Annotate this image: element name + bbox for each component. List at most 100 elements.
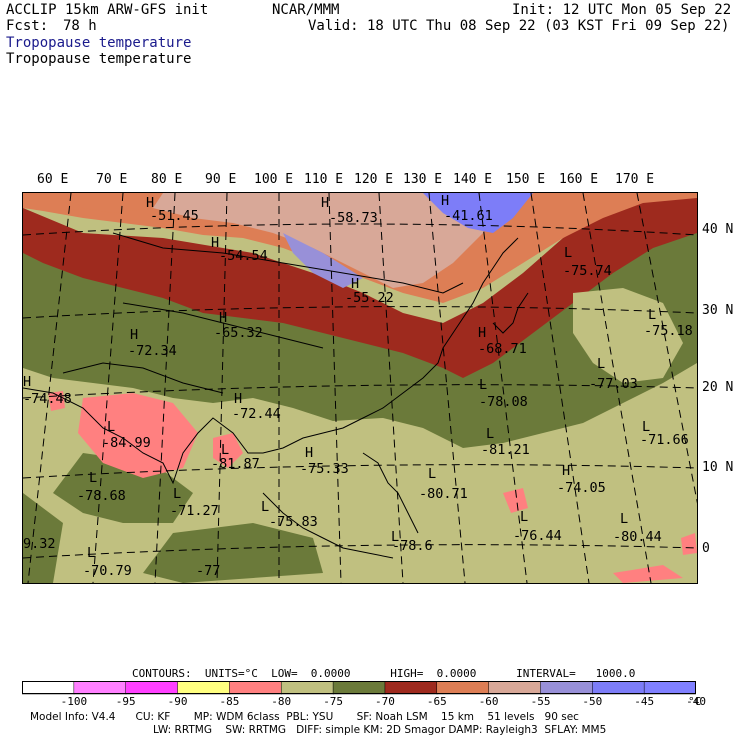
field-patch-salmon: [613, 565, 683, 583]
colorbar-tick-label: -95: [115, 695, 136, 708]
high-center: H: [321, 195, 330, 211]
longitude-line: [27, 193, 72, 583]
center-value: -74.48: [23, 391, 72, 407]
border-line: [62, 362, 224, 394]
longitude-line: [378, 193, 404, 583]
center-value: -75.18: [644, 323, 693, 339]
model-info-line-1: Model Info: V4.4 CU: KF MP: WDM 6class P…: [30, 711, 579, 723]
graticule: [23, 193, 697, 583]
longitude-line: [636, 193, 697, 504]
center-value: -51.45: [150, 208, 199, 224]
latitude-line: [23, 384, 697, 399]
colorbar-tick-label: -90: [167, 695, 188, 708]
lat-label: 10 N: [702, 460, 734, 475]
longitude-line: [530, 193, 590, 583]
low-center: L: [87, 545, 96, 561]
low-center: L: [520, 509, 529, 525]
colorbar-tick-label: -55: [530, 695, 551, 708]
center-value: 9.32: [23, 536, 56, 552]
colorbar-cells: [22, 681, 696, 695]
low-center: L: [648, 307, 657, 323]
lon-label: 110 E: [304, 172, 344, 187]
colorbar-tick-label: -85: [219, 695, 240, 708]
center-value: -65.32: [214, 325, 263, 341]
colorbar-cell: [229, 681, 282, 695]
latitude-line: [23, 223, 697, 236]
model-info-line-2: LW: RRTMG SW: RRTMG DIFF: simple KM: 2D …: [153, 724, 607, 736]
colorbar-tick-label: -70: [375, 695, 395, 708]
center-value: -84.99: [102, 435, 151, 451]
lon-label: 170 E: [615, 172, 655, 187]
lat-label: 0: [702, 541, 710, 556]
longitude-line: [328, 193, 342, 583]
low-center: L: [564, 245, 573, 261]
colorbar-tick-label: -45: [634, 695, 655, 708]
longitude-line: [216, 193, 228, 583]
center-value: -78.6: [392, 538, 433, 554]
high-center: H: [23, 374, 32, 390]
contour-info: CONTOURS: UNITS=°C LOW= 0.0000 HIGH= 0.0…: [132, 667, 636, 680]
longitude-line: [428, 193, 466, 583]
high-center: H: [211, 235, 220, 251]
low-center: L: [173, 486, 182, 502]
low-center: L: [479, 377, 488, 393]
colorbar-cell: [488, 681, 542, 695]
high-center: H: [478, 325, 487, 341]
low-center: L: [261, 499, 270, 515]
longitude-line: [582, 193, 652, 583]
center-value: -75.83: [269, 514, 318, 530]
center-value: -68.71: [478, 341, 527, 357]
colorbar-frame: [22, 681, 696, 694]
init-time: Init: 12 UTC Mon 05 Sep 22: [512, 2, 732, 18]
coastline-philippines: [362, 452, 419, 534]
low-center: L: [391, 529, 400, 545]
field-band-orange: [63, 193, 163, 213]
colorbar-cell: [643, 681, 696, 695]
center-value: -80.71: [419, 486, 468, 502]
low-center: L: [642, 419, 651, 435]
center-value: -72.34: [128, 343, 177, 359]
center-value: -81.21: [481, 442, 530, 458]
low-center: L: [89, 470, 98, 486]
field-band-blue: [423, 193, 533, 233]
center-value: -78.68: [77, 488, 126, 504]
low-center: L: [620, 511, 629, 527]
center-value: -41.61: [444, 208, 493, 224]
colorbar-unit: °C: [688, 695, 702, 708]
high-center: H: [351, 276, 360, 292]
tropopause-temperature-map: H -51.45 H -58.73 H -41.61 H -54.54 H -5…: [22, 192, 698, 584]
center-value: -75.74: [563, 263, 612, 279]
colorbar-tick-label: -50: [582, 695, 603, 708]
center-value: -74.05: [557, 480, 606, 496]
forecast-hour: 78 h: [63, 18, 97, 34]
high-center: H: [441, 193, 450, 209]
coastlines: [23, 232, 529, 559]
field-band-dark-red: [23, 193, 697, 378]
center-value: -71.66: [640, 432, 689, 448]
colorbar-cell: [22, 681, 75, 695]
center-value: -72.44: [232, 406, 281, 422]
coastline-japan: [492, 292, 529, 334]
center-value: -81.87: [211, 456, 260, 472]
center-value: -75.33: [300, 461, 349, 477]
colorbar-cell: [280, 681, 334, 695]
high-center: H: [130, 327, 139, 343]
low-center: L: [221, 442, 230, 458]
longitude-line: [478, 193, 528, 583]
map-labels: H -51.45 H -58.73 H -41.61 H -54.54 H -5…: [23, 193, 697, 583]
colorbar-cell: [436, 681, 490, 695]
border-line: [122, 302, 324, 349]
lon-label: 140 E: [453, 172, 493, 187]
field-patch-salmon: [503, 488, 528, 513]
field-patch-light-olive: [573, 288, 683, 383]
colorbar-cell: [384, 681, 438, 695]
lon-label: 160 E: [559, 172, 599, 187]
lat-label: 20 N: [702, 380, 734, 395]
colorbar-cell: [332, 681, 386, 695]
field-band-lavender: [283, 233, 363, 288]
forecast-label: Fcst:: [6, 18, 49, 34]
latitude-line: [23, 544, 697, 559]
valid-time: Valid: 18 UTC Thu 08 Sep 22 (03 KST Fri …: [308, 18, 730, 34]
high-center: H: [562, 463, 571, 479]
coastline-mainland: [23, 237, 519, 485]
